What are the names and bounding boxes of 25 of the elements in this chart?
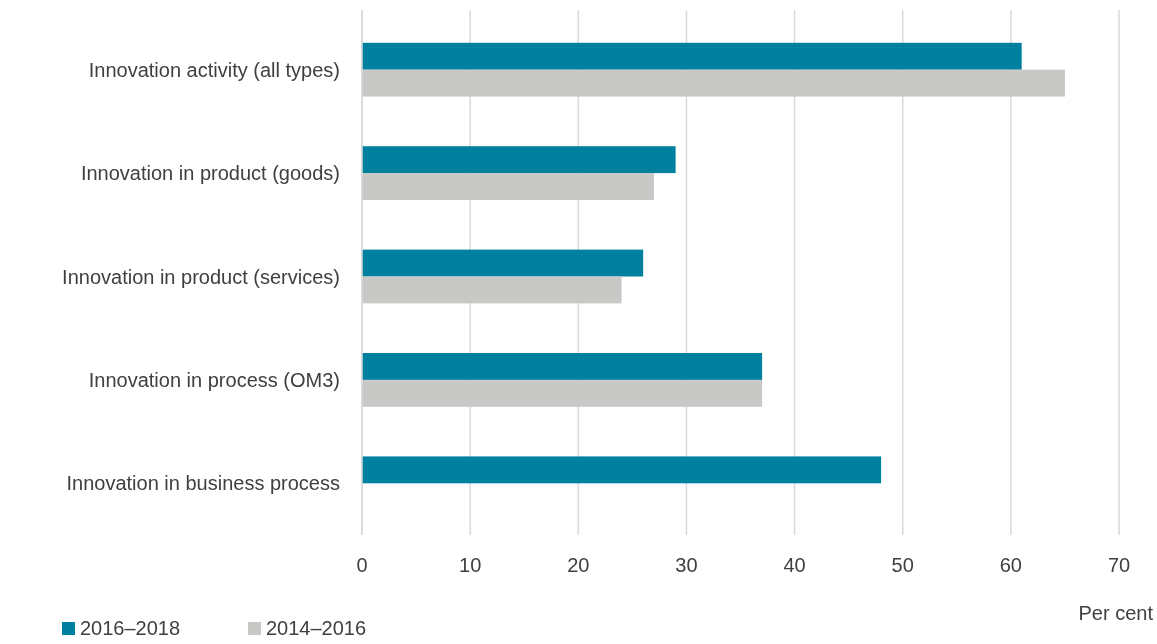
x-tick-label: 0 bbox=[356, 554, 368, 576]
legend-label: 2016–2018 bbox=[80, 617, 181, 639]
y-tick-label: Innovation in product (goods) bbox=[80, 162, 340, 185]
x-tick-label: 30 bbox=[675, 554, 698, 576]
bar bbox=[362, 276, 622, 304]
legend-label: 2014–2016 bbox=[266, 617, 367, 639]
bar bbox=[362, 69, 1065, 97]
x-tick-label: 40 bbox=[783, 554, 806, 576]
x-tick-label: 10 bbox=[459, 554, 482, 576]
y-tick-label: Innovation in product (services) bbox=[62, 265, 340, 288]
bar bbox=[362, 379, 763, 407]
bar bbox=[362, 456, 882, 484]
bar bbox=[362, 353, 763, 380]
y-tick-label: Innovation activity (all types) bbox=[88, 58, 340, 81]
y-tick-label: Innovation in process (OM3) bbox=[88, 368, 340, 391]
x-tick-label: 70 bbox=[1107, 554, 1131, 576]
bar bbox=[362, 249, 644, 277]
x-axis-title: Per cent bbox=[1078, 602, 1154, 624]
x-tick-label: 60 bbox=[999, 554, 1022, 576]
bar bbox=[362, 146, 676, 174]
bar bbox=[362, 173, 654, 200]
bar bbox=[362, 42, 1022, 70]
y-tick-label: Innovation in business process bbox=[66, 472, 340, 495]
x-tick-label: 20 bbox=[567, 554, 590, 576]
x-tick-label: 50 bbox=[891, 554, 914, 576]
